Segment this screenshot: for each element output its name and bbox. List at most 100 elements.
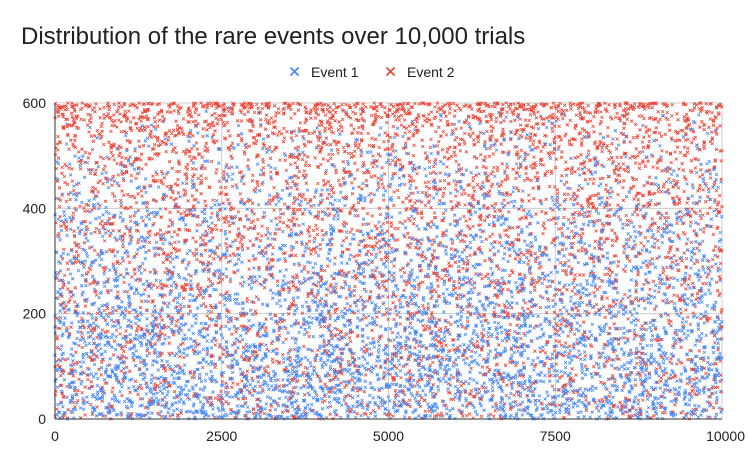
data-point-event-1 [711, 350, 716, 355]
data-point-event-1 [357, 356, 361, 361]
data-point-event-2 [57, 231, 61, 236]
data-point-event-2 [494, 116, 499, 120]
data-point-event-2 [391, 414, 395, 418]
data-point-event-2 [204, 141, 209, 146]
data-point-event-2 [166, 138, 170, 142]
data-point-event-2 [501, 107, 505, 111]
data-point-event-2 [181, 296, 186, 300]
data-point-event-1 [293, 222, 297, 227]
data-point-event-1 [286, 330, 290, 335]
data-point-event-2 [257, 132, 262, 137]
data-point-event-2 [241, 397, 245, 401]
legend-item-event-1[interactable]: Event 1 [289, 64, 359, 80]
data-point-event-1 [567, 235, 571, 239]
data-point-event-2 [608, 115, 613, 119]
data-point-event-1 [546, 410, 550, 415]
data-point-event-1 [564, 410, 568, 414]
data-point-event-1 [525, 212, 530, 216]
data-point-event-2 [239, 354, 244, 359]
data-point-event-1 [605, 251, 610, 255]
data-point-event-1 [634, 356, 639, 360]
data-point-event-2 [318, 325, 323, 329]
data-point-event-2 [66, 407, 70, 412]
data-point-event-2 [541, 224, 546, 228]
data-point-event-1 [265, 150, 269, 155]
data-point-event-1 [361, 233, 365, 237]
data-point-event-2 [291, 299, 296, 303]
data-point-event-2 [658, 216, 663, 221]
data-point-event-2 [698, 339, 702, 343]
data-point-event-2 [69, 111, 74, 115]
data-point-event-2 [195, 147, 200, 151]
data-point-event-2 [103, 318, 108, 323]
data-point-event-2 [405, 362, 409, 366]
data-point-event-2 [479, 217, 483, 222]
data-point-event-2 [578, 104, 582, 109]
data-point-event-1 [441, 162, 446, 166]
data-point-event-2 [606, 125, 610, 130]
data-point-event-1 [359, 413, 363, 418]
data-point-event-1 [186, 312, 191, 316]
data-point-event-1 [411, 373, 415, 377]
data-point-event-1 [294, 361, 299, 365]
data-point-event-1 [514, 162, 519, 166]
data-point-event-2 [483, 155, 487, 159]
data-point-event-2 [442, 178, 447, 183]
data-point-event-1 [417, 368, 421, 372]
data-point-event-2 [301, 192, 305, 197]
data-point-event-1 [327, 328, 331, 333]
data-point-event-1 [249, 286, 254, 291]
data-point-event-2 [203, 166, 207, 171]
data-point-event-2 [490, 104, 495, 109]
data-point-event-2 [243, 401, 247, 406]
data-point-event-2 [403, 182, 407, 187]
legend-item-event-2[interactable]: Event 2 [385, 64, 455, 80]
data-point-event-1 [224, 165, 228, 170]
data-point-event-2 [88, 282, 92, 286]
data-point-event-1 [429, 151, 433, 156]
data-point-event-1 [512, 185, 516, 190]
data-point-event-1 [475, 309, 480, 313]
data-point-event-2 [691, 108, 695, 113]
data-point-event-1 [479, 319, 483, 324]
data-point-event-2 [83, 160, 87, 165]
data-point-event-2 [550, 384, 555, 388]
data-point-event-1 [507, 248, 512, 252]
data-point-event-1 [175, 371, 179, 376]
data-point-event-1 [707, 362, 712, 367]
data-point-event-1 [639, 408, 643, 413]
data-point-event-2 [519, 336, 523, 341]
data-point-event-1 [680, 277, 685, 282]
data-point-event-1 [149, 123, 154, 127]
data-point-event-1 [187, 388, 191, 393]
data-point-event-2 [474, 165, 479, 170]
data-point-event-2 [213, 223, 218, 228]
data-point-event-2 [576, 188, 581, 192]
data-point-event-1 [206, 333, 210, 337]
data-point-event-2 [461, 266, 465, 271]
data-point-event-1 [390, 382, 395, 386]
data-point-event-1 [675, 278, 680, 282]
data-point-event-2 [501, 127, 505, 132]
data-point-event-2 [393, 226, 397, 231]
data-point-event-1 [294, 385, 298, 390]
data-point-event-2 [483, 258, 487, 263]
data-point-event-1 [195, 306, 200, 310]
data-point-event-2 [557, 124, 561, 129]
data-point-event-1 [525, 224, 529, 229]
data-point-event-1 [120, 219, 125, 224]
data-point-event-1 [579, 410, 583, 414]
data-point-event-1 [113, 235, 117, 240]
data-point-event-1 [700, 258, 705, 263]
data-point-event-2 [132, 196, 137, 200]
data-point-event-1 [453, 224, 457, 228]
data-point-event-2 [88, 402, 93, 407]
data-point-event-1 [466, 344, 471, 348]
data-point-event-1 [143, 256, 148, 261]
data-point-event-2 [339, 381, 343, 385]
data-point-event-2 [246, 246, 250, 251]
data-point-event-2 [591, 193, 595, 198]
data-point-event-1 [273, 407, 278, 412]
data-point-event-1 [67, 162, 72, 166]
data-point-event-1 [217, 161, 221, 165]
